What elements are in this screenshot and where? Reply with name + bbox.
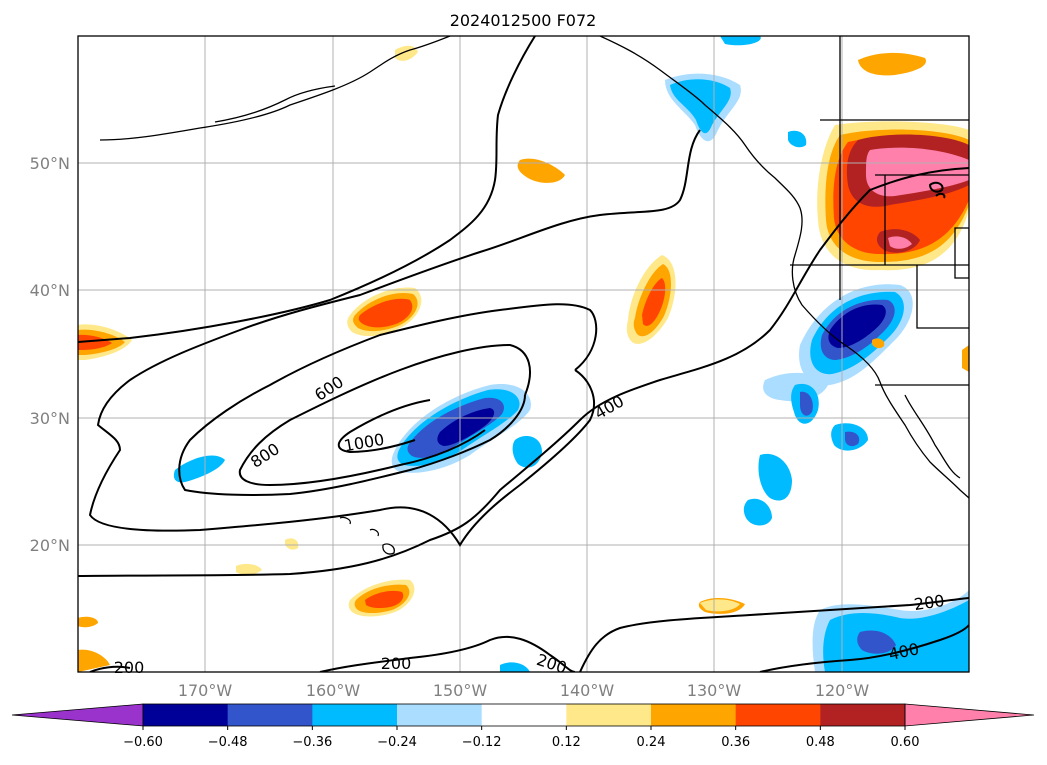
colorbar-tick-label: −0.60 <box>123 735 163 750</box>
lon-label: 150°W <box>433 681 488 700</box>
contour-lines <box>78 36 969 672</box>
lat-label: 50°N <box>30 154 70 173</box>
colorbar-tick-label: −0.24 <box>377 735 417 750</box>
colorbar-tick-label: 0.36 <box>721 735 750 750</box>
colorbar-tick-label: 0.48 <box>806 735 835 750</box>
colorbar-segment <box>566 704 652 726</box>
map-frame <box>77 35 970 673</box>
colorbar-segment <box>227 704 313 726</box>
map-title: 2024012500 F072 <box>450 11 597 30</box>
lon-label: 160°W <box>306 681 361 700</box>
colorbar-segment <box>651 704 737 726</box>
contour-label: 200 <box>381 654 412 673</box>
longitude-labels: 170°W 160°W 150°W 140°W 130°W 120°W <box>178 681 870 700</box>
latitude-labels: 50°N 40°N 30°N 20°N <box>30 154 70 555</box>
map-plot-area <box>78 36 969 672</box>
contour-label: 200 <box>114 658 145 677</box>
colorbar-frame <box>142 703 906 727</box>
colorbar-segment <box>397 704 483 726</box>
gridlines <box>78 36 969 672</box>
lon-label: 140°W <box>560 681 615 700</box>
contour-label: 200 <box>913 591 946 614</box>
lon-label: 120°W <box>815 681 870 700</box>
colorbar-tick-label: −0.12 <box>462 735 502 750</box>
lon-label: 170°W <box>178 681 233 700</box>
colorbar-tick-label: −0.48 <box>208 735 248 750</box>
colorbar-segment <box>312 704 398 726</box>
colorbar-tick-label: 0.24 <box>637 735 666 750</box>
colorbar-segment <box>143 704 229 726</box>
lat-label: 30°N <box>30 409 70 428</box>
lat-label: 20°N <box>30 536 70 555</box>
colorbar-segment <box>481 704 567 726</box>
colorbar-extend-high <box>904 703 1035 727</box>
colorbar: −0.60 −0.48 −0.36 −0.24 −0.12 0.12 0.24 0.36 0.4… <box>11 703 1035 750</box>
lon-label: 130°W <box>687 681 742 700</box>
colorbar-tick-label: 0.12 <box>552 735 581 750</box>
colorbar-tick-label: −0.36 <box>292 735 332 750</box>
colorbar-segment <box>820 704 906 726</box>
lat-label: 40°N <box>30 281 70 300</box>
colorbar-extend-low <box>11 703 144 727</box>
colorbar-segment <box>735 704 821 726</box>
colorbar-tick-label: 0.60 <box>891 735 920 750</box>
